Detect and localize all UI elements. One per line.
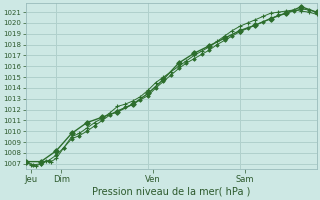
X-axis label: Pression niveau de la mer( hPa ): Pression niveau de la mer( hPa )	[92, 187, 250, 197]
